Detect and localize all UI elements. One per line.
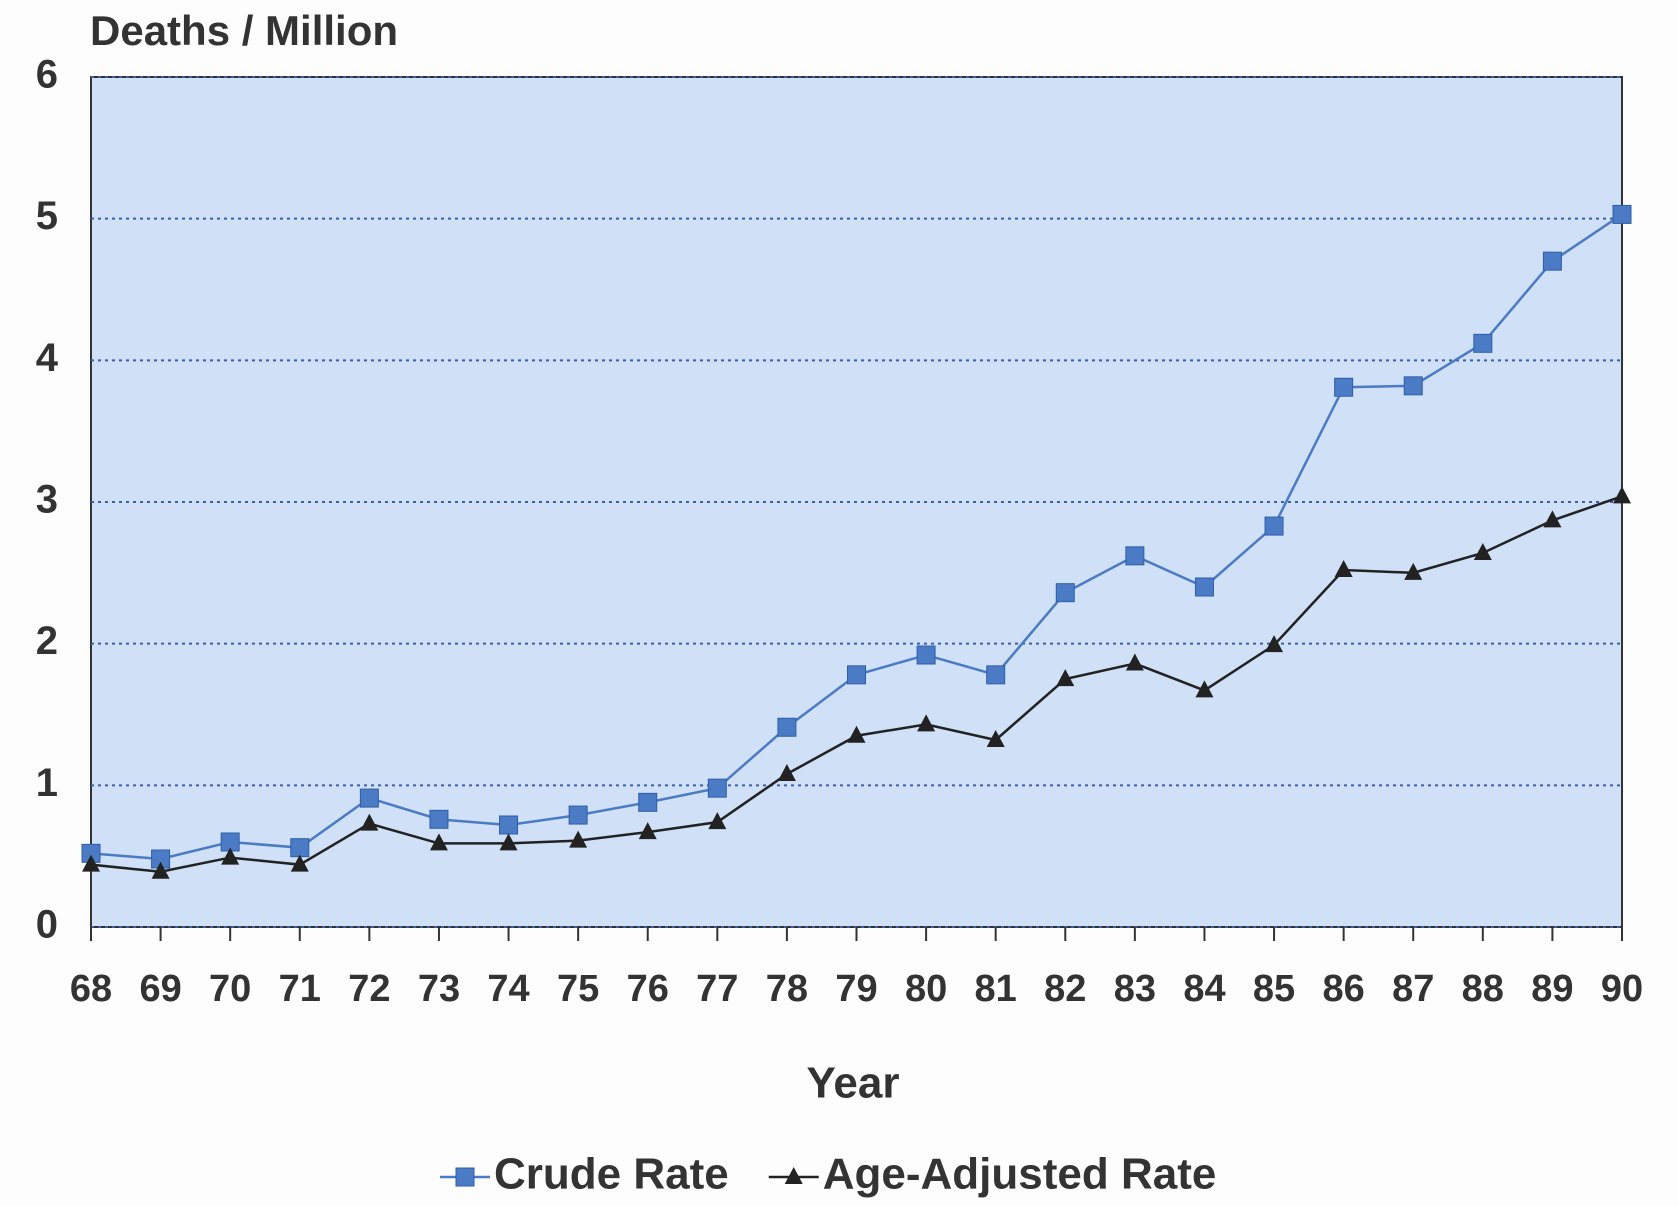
point — [429, 809, 449, 829]
point — [359, 788, 379, 808]
point — [1612, 204, 1632, 224]
point — [1404, 562, 1423, 580]
point — [290, 838, 310, 858]
x-tick-label: 89 — [1531, 968, 1573, 1010]
y-tick-label: 0 — [36, 903, 58, 947]
point — [847, 665, 866, 685]
point — [499, 815, 519, 835]
x-tick-label: 87 — [1392, 968, 1434, 1010]
point — [708, 812, 727, 830]
point — [82, 854, 100, 872]
point — [1543, 510, 1562, 528]
point — [1125, 653, 1144, 671]
point — [429, 833, 448, 851]
x-tick-label: 74 — [487, 968, 529, 1010]
point — [986, 730, 1005, 747]
y-tick-label: 4 — [36, 336, 59, 380]
legend-marker — [784, 1167, 803, 1184]
point — [1265, 635, 1284, 653]
x-tick-label: 77 — [696, 968, 738, 1010]
x-tick-label: 72 — [348, 968, 390, 1010]
x-tick-label: 79 — [835, 968, 877, 1010]
y-tick-label: 2 — [36, 619, 58, 663]
y-tick-label: 3 — [36, 478, 58, 522]
x-tick-label: 81 — [975, 968, 1017, 1010]
x-tick-label: 83 — [1114, 968, 1156, 1010]
point — [777, 717, 797, 737]
point — [1055, 583, 1075, 603]
x-tick-label: 78 — [766, 968, 808, 1010]
x-tick-label: 86 — [1322, 968, 1364, 1010]
point — [1056, 669, 1075, 687]
x-tick-label: 70 — [209, 968, 251, 1010]
point — [568, 805, 588, 825]
point — [221, 847, 240, 865]
point — [290, 854, 309, 872]
x-tick-label: 73 — [418, 968, 460, 1010]
legend-label: Age-Adjusted Rate — [823, 1150, 1217, 1199]
point — [917, 714, 936, 732]
point — [1473, 333, 1493, 353]
y-tick-label: 5 — [36, 194, 58, 238]
point — [1194, 577, 1214, 597]
point — [569, 830, 588, 848]
y-axis-title: Deaths / Million — [90, 7, 398, 54]
y-tick-label: 1 — [36, 761, 58, 805]
y-tick-label: 6 — [36, 53, 58, 97]
point — [916, 645, 936, 665]
point — [1125, 546, 1145, 566]
x-tick-label: 69 — [139, 968, 181, 1010]
point — [1334, 560, 1353, 577]
x-tick-label: 75 — [557, 968, 599, 1010]
point — [847, 725, 866, 743]
point — [777, 764, 796, 781]
legend-marker — [455, 1167, 475, 1187]
x-tick-label: 90 — [1601, 968, 1643, 1010]
point — [638, 792, 658, 812]
point — [1613, 486, 1631, 504]
x-axis-title: Year — [807, 1059, 900, 1108]
point — [499, 833, 518, 851]
x-tick-label: 84 — [1183, 968, 1225, 1010]
point — [1542, 251, 1562, 271]
legend: Crude Rate Age-Adjusted Rate — [440, 1150, 1216, 1199]
x-tick-label: 85 — [1253, 968, 1295, 1010]
x-tick-label: 88 — [1462, 968, 1504, 1010]
point — [151, 861, 170, 879]
point — [638, 822, 657, 840]
point — [1334, 377, 1354, 397]
x-tick-label: 76 — [627, 968, 669, 1010]
point — [360, 813, 379, 831]
x-tick-label: 68 — [70, 968, 112, 1010]
x-tick-label: 80 — [905, 968, 947, 1010]
legend-label: Crude Rate — [494, 1150, 729, 1199]
point — [1403, 376, 1423, 396]
point — [1264, 516, 1284, 536]
point — [986, 665, 1006, 685]
x-tick-label: 82 — [1044, 968, 1086, 1010]
point — [1195, 680, 1214, 698]
point — [707, 778, 727, 798]
x-tick-label: 71 — [279, 968, 321, 1010]
point — [1473, 543, 1492, 560]
